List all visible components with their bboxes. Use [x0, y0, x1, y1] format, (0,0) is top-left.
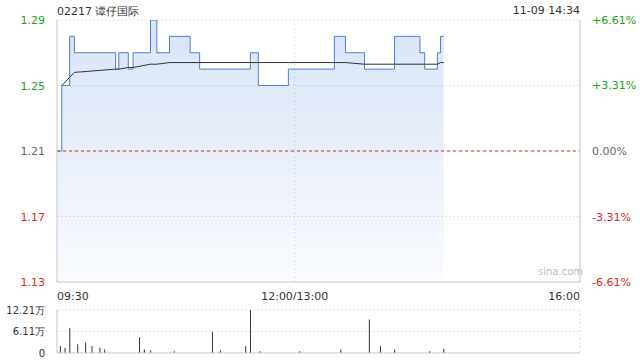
svg-text:1.29: 1.29 — [21, 14, 46, 27]
svg-text:12.21万: 12.21万 — [8, 305, 45, 316]
svg-text:-3.31%: -3.31% — [592, 211, 631, 224]
html-text:sina.com: sina.com — [538, 266, 583, 277]
svg-text:09:30: 09:30 — [57, 290, 89, 300]
svg-text:1.25: 1.25 — [21, 80, 46, 93]
svg-text:0: 0 — [39, 348, 45, 359]
svg-text:1.13: 1.13 — [21, 276, 46, 289]
svg-text:1.17: 1.17 — [21, 211, 46, 224]
svg-text:6.11万: 6.11万 — [13, 326, 45, 337]
svg-text:1.21: 1.21 — [21, 145, 46, 158]
html-text:02217 谭仔国际: 02217 谭仔国际 — [57, 5, 140, 18]
svg-text:16:00: 16:00 — [548, 290, 580, 300]
svg-text:0.00%: 0.00% — [592, 145, 627, 158]
html-text:11-09 14:34: 11-09 14:34 — [512, 4, 580, 17]
svg-text:-6.61%: -6.61% — [592, 276, 631, 289]
svg-text:+3.31%: +3.31% — [592, 79, 632, 92]
svg-text:12:00/13:00: 12:00/13:00 — [261, 290, 328, 300]
svg-text:+6.61%: +6.61% — [592, 14, 632, 27]
